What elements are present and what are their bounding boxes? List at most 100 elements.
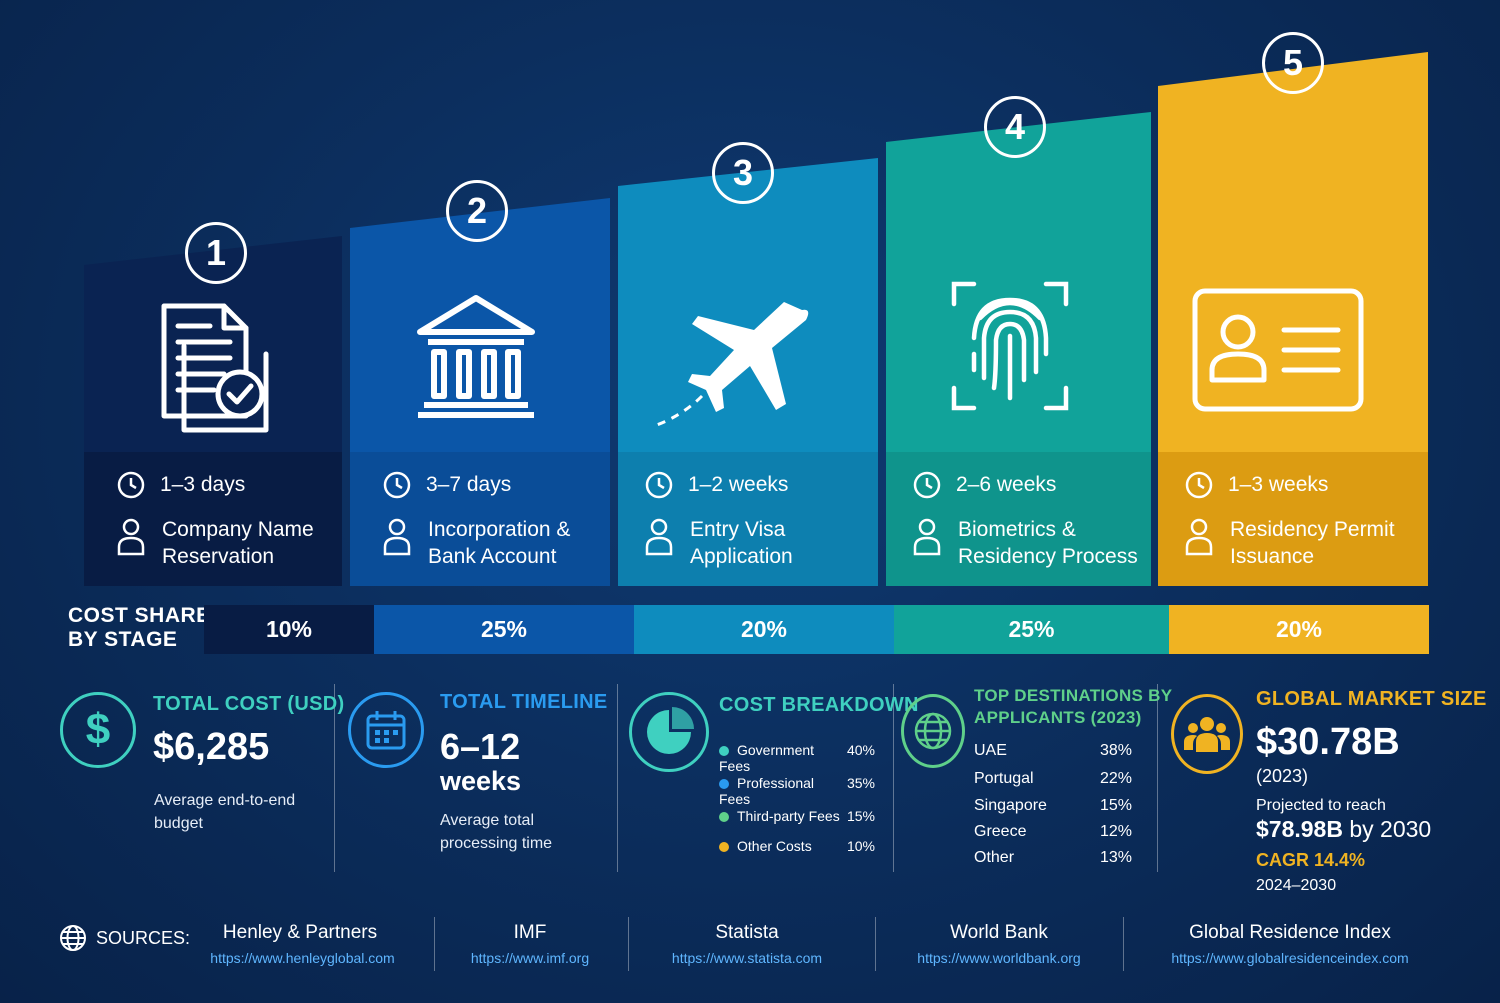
total-cost-value: $6,285 xyxy=(153,726,270,768)
stage-2-name-line1: Incorporation & xyxy=(428,518,571,541)
stage-4-panel xyxy=(886,112,1151,586)
legend-dot xyxy=(719,842,729,853)
cost-breakdown-value: 10% xyxy=(846,838,875,854)
cost-breakdown-value: 35% xyxy=(846,775,875,791)
stage-1-panel xyxy=(84,236,342,586)
clock-icon xyxy=(383,471,411,499)
stats-divider xyxy=(617,684,618,872)
cost-breakdown-label: Other Costs xyxy=(737,838,812,854)
bank-icon xyxy=(417,295,535,418)
global-market-period: 2024–2030 xyxy=(1256,877,1337,894)
cost-breakdown-title: COST BREAKDOWN xyxy=(719,694,919,716)
source-link[interactable]: https://www.globalresidenceindex.com xyxy=(1171,950,1409,966)
sources-divider xyxy=(875,917,876,971)
legend-dot xyxy=(719,779,729,790)
cost-share-stage-3: 20% xyxy=(634,605,894,654)
global-market-value: $30.78B xyxy=(1256,721,1400,763)
global-market-cagr: CAGR 14.4% xyxy=(1256,850,1366,870)
fingerprint-icon xyxy=(951,281,1069,411)
stage-5-number-badge: 5 xyxy=(1262,32,1324,94)
cost-share-stage-4: 25% xyxy=(894,605,1169,654)
destination-country: Portugal xyxy=(974,770,1034,787)
cost-share-stage-1: 10% xyxy=(204,605,374,654)
global-market-title: GLOBAL MARKET SIZE xyxy=(1256,688,1487,710)
legend-dot xyxy=(719,812,729,823)
stage-5-name-line2: Issuance xyxy=(1230,545,1315,568)
destination-row: UAE 38% xyxy=(974,742,1132,760)
person-icon xyxy=(913,518,941,556)
globe-icon xyxy=(901,694,965,768)
stage-5-duration: 1–3 weeks xyxy=(1184,470,1328,500)
stats-divider xyxy=(893,684,894,872)
stage-2-duration: 3–7 days xyxy=(382,470,511,500)
stage-3-name: Entry Visa Application xyxy=(644,516,900,570)
stage-1-name: Company Name Reservation xyxy=(116,516,372,570)
stage-5-panel xyxy=(1158,52,1428,586)
cost-share-label-line1: COST SHARE xyxy=(68,604,211,627)
stage-4-number-badge: 4 xyxy=(984,96,1046,158)
cost-share-label-line2: BY STAGE xyxy=(68,628,178,651)
stage-1-name-line1: Company Name xyxy=(162,518,314,541)
destination-row: Portugal 22% xyxy=(974,770,1132,788)
sources-divider xyxy=(434,917,435,971)
sources-divider xyxy=(628,917,629,971)
source-link[interactable]: https://www.statista.com xyxy=(671,950,823,966)
person-icon xyxy=(383,518,411,556)
source-link[interactable]: https://www.worldbank.org xyxy=(917,950,1081,966)
cost-share-label: COST SHARE BY STAGE xyxy=(68,604,211,652)
cost-breakdown-row: Government Fees 40% xyxy=(719,742,875,774)
airplane-icon xyxy=(653,302,809,428)
clock-icon xyxy=(1185,471,1213,499)
top-destinations-title-line2: APPLICANTS (2023) xyxy=(974,708,1142,727)
destination-value: 12% xyxy=(1099,823,1132,840)
calendar-icon xyxy=(348,692,424,768)
destination-country: UAE xyxy=(974,742,1007,759)
stage-5-name: Residency Permit Issuance xyxy=(1184,516,1440,570)
source-name: World Bank xyxy=(950,922,1048,943)
id-card-icon xyxy=(1192,288,1364,412)
destination-value: 38% xyxy=(1099,742,1132,759)
total-cost-description: Average end-to-end budget xyxy=(154,789,295,835)
source-link[interactable]: https://www.henleyglobal.com xyxy=(210,950,395,966)
clock-icon xyxy=(913,471,941,499)
total-timeline-value-line2: weeks xyxy=(440,766,522,796)
stage-5-name-line1: Residency Permit xyxy=(1230,518,1395,541)
stage-4-name: Biometrics & Residency Process xyxy=(912,516,1168,570)
cost-breakdown-row: Professional Fees 35% xyxy=(719,775,875,807)
source-name: Global Residence Index xyxy=(1189,922,1391,943)
pie-chart-icon xyxy=(629,692,709,772)
global-market-projected-suffix: by 2030 xyxy=(1349,816,1432,842)
stage-4-column: 4 2–6 weeks Biometrics & Residency Proce… xyxy=(886,0,1151,586)
total-timeline-description: Average total processing time xyxy=(440,809,552,855)
stage-5-duration-text: 1–3 weeks xyxy=(1228,473,1329,496)
source-link[interactable]: https://www.imf.org xyxy=(470,950,590,966)
stage-2-column: 2 3–7 days Incorporation & Bank Account xyxy=(350,0,610,586)
people-group-icon xyxy=(1171,694,1243,774)
stage-5-column: 5 1–3 weeks Residency Permit Issuance xyxy=(1158,0,1428,586)
cost-breakdown-value: 40% xyxy=(846,742,875,758)
stage-1-column: 1 1–3 days Company Name Reservation xyxy=(84,0,342,586)
stage-2-name-line2: Bank Account xyxy=(428,545,557,568)
total-timeline-desc-line2: processing time xyxy=(440,835,553,852)
source-name: Statista xyxy=(715,922,779,943)
dollar-icon: $ xyxy=(60,692,136,768)
stage-3-duration: 1–2 weeks xyxy=(644,470,788,500)
total-timeline-desc-line1: Average total xyxy=(440,812,534,829)
stage-3-column: 3 1–2 weeks Entry Visa Application xyxy=(618,0,878,586)
destination-value: 15% xyxy=(1099,797,1132,814)
cost-breakdown-label: Third-party Fees xyxy=(737,808,840,824)
sources-divider xyxy=(1123,917,1124,971)
destination-country: Singapore xyxy=(974,797,1047,814)
stage-3-name-line2: Application xyxy=(690,545,793,568)
person-icon xyxy=(117,518,145,556)
stage-2-number-badge: 2 xyxy=(446,180,508,242)
stage-3-duration-text: 1–2 weeks xyxy=(688,473,789,496)
stage-1-number-badge: 1 xyxy=(185,222,247,284)
total-timeline-value: 6–12 weeks xyxy=(440,726,522,798)
global-market-projected-value: $78.98B xyxy=(1256,816,1343,842)
person-icon xyxy=(645,518,673,556)
person-icon xyxy=(1185,518,1213,556)
total-timeline-value-line1: 6–12 xyxy=(440,726,521,767)
stage-2-name: Incorporation & Bank Account xyxy=(382,516,638,570)
stage-4-name-line1: Biometrics & xyxy=(958,518,1076,541)
